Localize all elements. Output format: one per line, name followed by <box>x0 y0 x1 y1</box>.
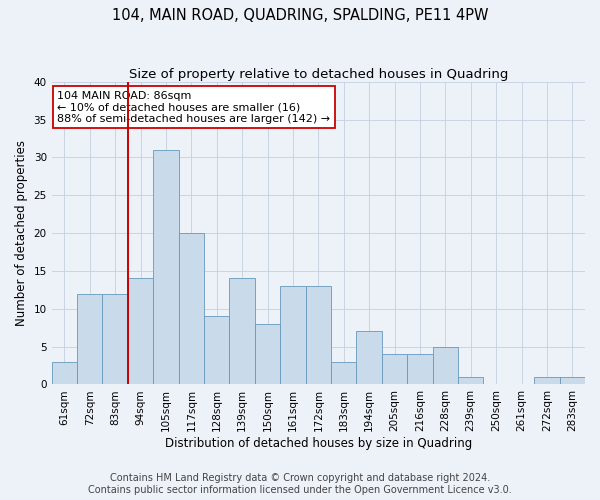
Bar <box>52 362 77 384</box>
X-axis label: Distribution of detached houses by size in Quadring: Distribution of detached houses by size … <box>165 437 472 450</box>
Bar <box>305 286 331 384</box>
Bar <box>179 233 204 384</box>
Text: 104, MAIN ROAD, QUADRING, SPALDING, PE11 4PW: 104, MAIN ROAD, QUADRING, SPALDING, PE11… <box>112 8 488 22</box>
Bar <box>229 278 255 384</box>
Bar <box>433 346 458 385</box>
Text: Contains HM Land Registry data © Crown copyright and database right 2024.
Contai: Contains HM Land Registry data © Crown c… <box>88 474 512 495</box>
Bar <box>103 294 128 384</box>
Bar <box>331 362 356 384</box>
Bar <box>77 294 103 384</box>
Bar <box>458 377 484 384</box>
Bar <box>382 354 407 384</box>
Bar <box>204 316 229 384</box>
Bar <box>407 354 433 384</box>
Bar <box>153 150 179 384</box>
Bar <box>560 377 585 384</box>
Bar <box>280 286 305 384</box>
Bar <box>356 332 382 384</box>
Y-axis label: Number of detached properties: Number of detached properties <box>15 140 28 326</box>
Bar <box>255 324 280 384</box>
Text: 104 MAIN ROAD: 86sqm
← 10% of detached houses are smaller (16)
88% of semi-detac: 104 MAIN ROAD: 86sqm ← 10% of detached h… <box>57 91 330 124</box>
Bar <box>128 278 153 384</box>
Bar <box>534 377 560 384</box>
Title: Size of property relative to detached houses in Quadring: Size of property relative to detached ho… <box>128 68 508 80</box>
